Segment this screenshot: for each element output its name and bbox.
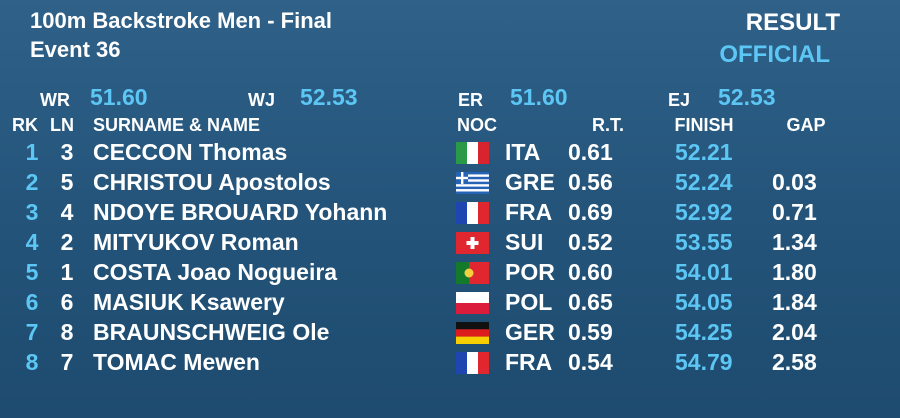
- gap: 2.58: [772, 349, 817, 375]
- rank: 8: [25, 349, 39, 375]
- lane: 5: [60, 169, 74, 195]
- rank: 6: [25, 289, 39, 315]
- athlete-name: TOMAC Mewen: [93, 349, 260, 375]
- finish-time: 54.01: [675, 259, 733, 285]
- finish-time: 53.55: [675, 229, 733, 255]
- rank: 3: [25, 199, 39, 225]
- gap: 2.04: [772, 319, 817, 345]
- gap: 1.80: [772, 259, 817, 285]
- column-header: SURNAME & NAME: [93, 115, 261, 135]
- result-label: RESULT: [745, 9, 840, 36]
- lane: 7: [60, 349, 74, 375]
- flag: [456, 352, 489, 374]
- column-header: RK: [12, 115, 38, 135]
- gap: 1.34: [772, 229, 817, 255]
- athlete-name: NDOYE BROUARD Yohann: [93, 199, 388, 225]
- rank: 7: [25, 319, 39, 345]
- flag: [456, 172, 489, 194]
- column-header: GAP: [786, 115, 826, 135]
- lane: 6: [60, 289, 74, 315]
- title: 100m Backstroke Men - Final: [30, 8, 333, 33]
- athlete-name: CECCON Thomas: [93, 139, 288, 165]
- gap: 0.71: [772, 199, 817, 225]
- status: OFFICIAL: [719, 41, 830, 68]
- rank: 2: [25, 169, 39, 195]
- athlete-name: MASIUK Ksawery: [93, 289, 285, 315]
- reaction-time: 0.61: [568, 139, 613, 165]
- flag: [456, 142, 489, 164]
- record-value: 52.53: [718, 84, 776, 110]
- flag: [456, 202, 489, 224]
- reaction-time: 0.54: [568, 349, 613, 375]
- athlete-name: COSTA Joao Nogueira: [93, 259, 338, 285]
- record-label: WR: [40, 90, 70, 110]
- lane: 2: [60, 229, 74, 255]
- finish-time: 54.05: [675, 289, 733, 315]
- flag: [456, 232, 489, 254]
- finish-time: 54.79: [675, 349, 733, 375]
- finish-time: 52.92: [675, 199, 733, 225]
- record-value: 51.60: [510, 84, 568, 110]
- reaction-time: 0.56: [568, 169, 613, 195]
- noc: FRA: [505, 349, 553, 375]
- finish-time: 52.24: [675, 169, 733, 195]
- lane: 4: [60, 199, 74, 225]
- noc: ITA: [505, 139, 541, 165]
- rank: 5: [25, 259, 39, 285]
- reaction-time: 0.65: [568, 289, 613, 315]
- noc: SUI: [505, 229, 544, 255]
- finish-time: 52.21: [675, 139, 733, 165]
- athlete-name: BRAUNSCHWEIG Ole: [93, 319, 330, 345]
- reaction-time: 0.59: [568, 319, 613, 345]
- noc: POR: [505, 259, 555, 285]
- column-header: FINISH: [674, 115, 734, 135]
- reaction-time: 0.60: [568, 259, 613, 285]
- lane: 3: [60, 139, 74, 165]
- reaction-time: 0.69: [568, 199, 613, 225]
- flag: [456, 322, 489, 344]
- athlete-name: MITYUKOV Roman: [93, 229, 299, 255]
- record-label: WJ: [248, 90, 275, 110]
- record-label: EJ: [668, 90, 691, 110]
- noc: GER: [505, 319, 555, 345]
- noc: POL: [505, 289, 553, 315]
- gap: 1.84: [772, 289, 817, 315]
- athlete-name: CHRISTOU Apostolos: [93, 169, 331, 195]
- lane: 1: [60, 259, 74, 285]
- flag: [456, 262, 489, 284]
- gap: 0.03: [772, 169, 817, 195]
- record-value: 51.60: [90, 84, 148, 110]
- noc: GRE: [505, 169, 555, 195]
- rank: 1: [25, 139, 39, 165]
- reaction-time: 0.52: [568, 229, 613, 255]
- record-value: 52.53: [300, 84, 358, 110]
- flag: [456, 292, 489, 314]
- finish-time: 54.25: [675, 319, 733, 345]
- record-label: ER: [458, 90, 484, 110]
- column-header: R.T.: [591, 115, 624, 135]
- lane: 8: [60, 319, 74, 345]
- event: Event 36: [30, 37, 121, 62]
- column-header: LN: [50, 115, 74, 135]
- rank: 4: [25, 229, 39, 255]
- column-header: NOC: [457, 115, 497, 135]
- noc: FRA: [505, 199, 553, 225]
